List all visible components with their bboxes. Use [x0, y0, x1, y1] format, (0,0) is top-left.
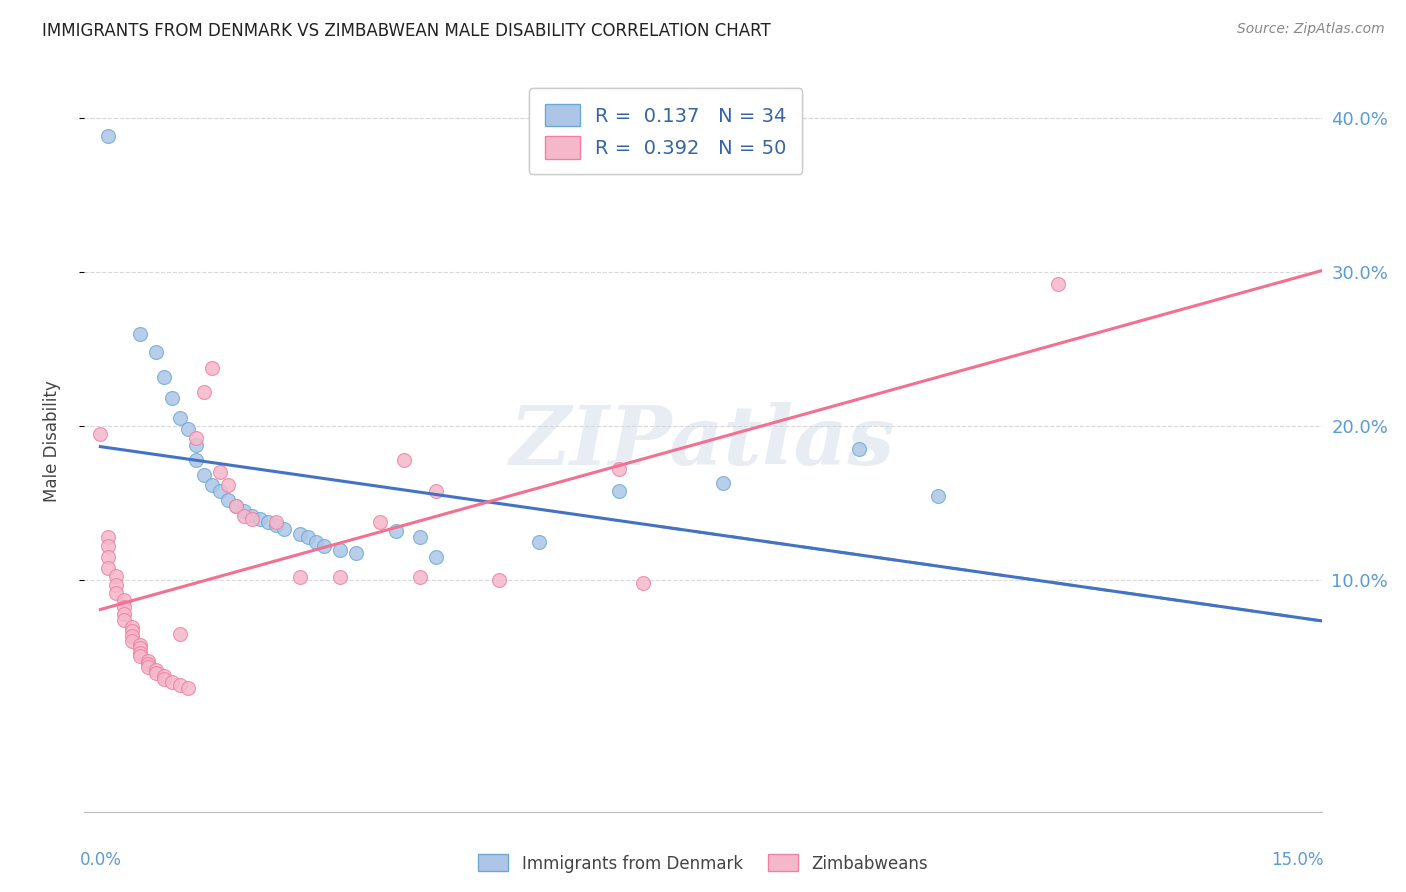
Point: [145, 345, 167, 359]
Point: [97, 530, 120, 544]
Point: [136, 659, 159, 673]
Point: [136, 657, 159, 671]
Point: [264, 515, 287, 529]
Point: [288, 570, 311, 584]
Point: [607, 462, 630, 476]
Point: [160, 392, 183, 406]
Point: [240, 508, 263, 523]
Point: [1047, 277, 1070, 292]
Point: [488, 574, 510, 588]
Point: [112, 593, 135, 607]
Point: [112, 599, 135, 614]
Text: ZIPatlas: ZIPatlas: [510, 401, 896, 482]
Point: [305, 534, 328, 549]
Y-axis label: Male Disability: Male Disability: [42, 381, 60, 502]
Point: [425, 483, 447, 498]
Text: IMMIGRANTS FROM DENMARK VS ZIMBABWEAN MALE DISABILITY CORRELATION CHART: IMMIGRANTS FROM DENMARK VS ZIMBABWEAN MA…: [42, 22, 770, 40]
Point: [121, 619, 143, 633]
Point: [240, 511, 263, 525]
Point: [97, 561, 120, 575]
Point: [201, 360, 224, 375]
Point: [217, 493, 239, 508]
Point: [529, 534, 551, 549]
Point: [184, 453, 207, 467]
Point: [233, 508, 256, 523]
Point: [312, 540, 335, 554]
Point: [129, 646, 152, 660]
Point: [89, 426, 111, 441]
Point: [408, 530, 430, 544]
Point: [392, 453, 415, 467]
Point: [249, 511, 271, 525]
Point: [329, 570, 352, 584]
Point: [184, 437, 207, 451]
Point: [177, 681, 200, 696]
Point: [425, 550, 447, 565]
Point: [193, 468, 215, 483]
Point: [129, 326, 152, 341]
Point: [201, 477, 224, 491]
Point: [209, 466, 232, 480]
Point: [264, 517, 287, 532]
Point: [97, 540, 120, 554]
Point: [848, 442, 870, 457]
Point: [927, 489, 949, 503]
Point: [145, 663, 167, 677]
Legend: Immigrants from Denmark, Zimbabweans: Immigrants from Denmark, Zimbabweans: [471, 847, 935, 880]
Point: [711, 476, 734, 491]
Point: [97, 129, 120, 144]
Text: 15.0%: 15.0%: [1271, 851, 1324, 869]
Point: [112, 607, 135, 622]
Point: [368, 515, 391, 529]
Point: [257, 515, 280, 529]
Point: [121, 633, 143, 648]
Point: [225, 500, 247, 514]
Point: [169, 627, 191, 641]
Point: [177, 422, 200, 436]
Point: [136, 654, 159, 668]
Point: [169, 411, 191, 425]
Point: [97, 550, 120, 565]
Point: [121, 629, 143, 643]
Point: [153, 369, 176, 384]
Text: Source: ZipAtlas.com: Source: ZipAtlas.com: [1237, 22, 1385, 37]
Point: [273, 523, 295, 537]
Point: [153, 672, 176, 686]
Point: [384, 524, 406, 538]
Point: [129, 648, 152, 663]
Point: [607, 483, 630, 498]
Point: [129, 638, 152, 652]
Point: [288, 527, 311, 541]
Point: [129, 641, 152, 656]
Point: [329, 542, 352, 557]
Point: [408, 570, 430, 584]
Point: [193, 385, 215, 400]
Point: [631, 576, 654, 591]
Legend: R =  0.137   N = 34, R =  0.392   N = 50: R = 0.137 N = 34, R = 0.392 N = 50: [530, 88, 803, 174]
Point: [297, 530, 319, 544]
Point: [344, 546, 367, 560]
Point: [209, 483, 232, 498]
Point: [217, 477, 239, 491]
Point: [105, 568, 128, 582]
Point: [233, 504, 256, 518]
Point: [153, 669, 176, 683]
Point: [121, 624, 143, 639]
Point: [112, 614, 135, 628]
Point: [160, 675, 183, 690]
Point: [105, 578, 128, 592]
Point: [225, 500, 247, 514]
Point: [105, 585, 128, 599]
Text: 0.0%: 0.0%: [79, 851, 121, 869]
Point: [184, 432, 207, 446]
Point: [169, 678, 191, 692]
Point: [145, 665, 167, 680]
